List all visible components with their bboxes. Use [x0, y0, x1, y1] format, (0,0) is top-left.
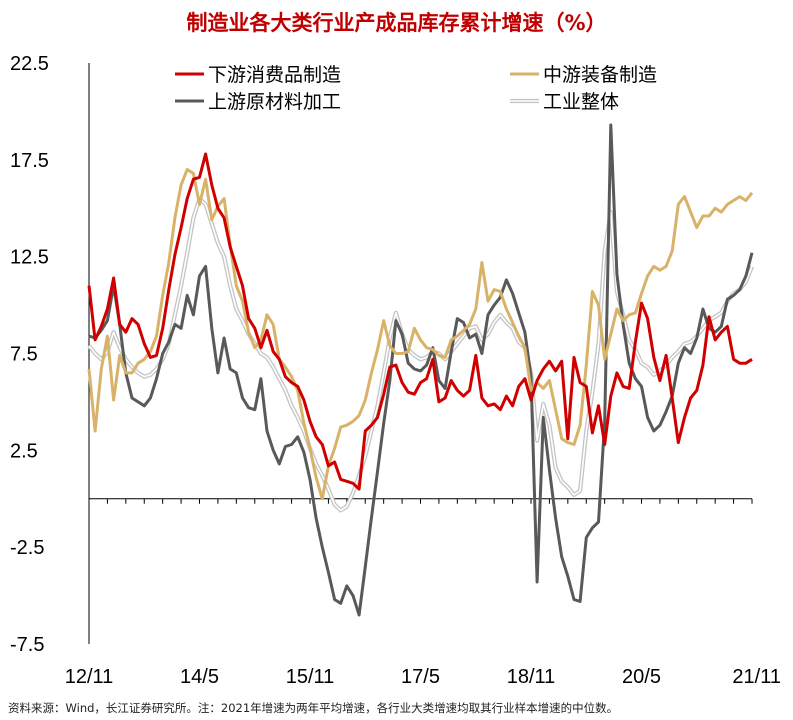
series-line-1 — [87, 168, 754, 501]
chart-title: 制造业各大类行业产成品库存累计增速（%） — [186, 11, 606, 35]
x-tick-label: 14/5 — [180, 666, 219, 688]
y-tick-label: -7.5 — [10, 634, 44, 656]
legend-label: 工业整体 — [543, 91, 619, 113]
y-tick-label: 2.5 — [10, 440, 38, 462]
legend-label: 下游消费品制造 — [208, 64, 341, 86]
legend-label: 中游装备制造 — [543, 64, 657, 86]
x-tick-label: 18/11 — [507, 666, 556, 688]
y-tick-label: 17.5 — [10, 150, 49, 172]
x-tick-label: 12/11 — [65, 666, 114, 688]
y-tick-label: 22.5 — [10, 53, 49, 75]
y-tick-label: 7.5 — [10, 344, 38, 366]
x-tick-labels: 12/11 14/5 15/11 17/5 18/11 20/5 21/11 — [65, 666, 781, 688]
series-line-2 — [88, 123, 754, 617]
x-tick-label: 15/11 — [286, 666, 335, 688]
y-tick-label: -2.5 — [10, 537, 44, 559]
y-tick-label: 12.5 — [10, 247, 49, 269]
series-lines — [87, 123, 754, 617]
x-tick-label: 20/5 — [622, 666, 661, 688]
y-tick-labels: 22.5 17.5 12.5 7.5 2.5 -2.5 -7.5 — [10, 53, 49, 656]
source-note: 资料来源：Wind，长江证券研究所。注：2021年增速为两年平均增速，各行业大类… — [8, 701, 618, 715]
legend-label: 上游原材料加工 — [208, 91, 341, 113]
series-line-0 — [87, 152, 753, 491]
axes — [88, 63, 753, 644]
x-tick-label: 17/5 — [401, 666, 440, 688]
x-tick-label: 21/11 — [732, 666, 781, 688]
